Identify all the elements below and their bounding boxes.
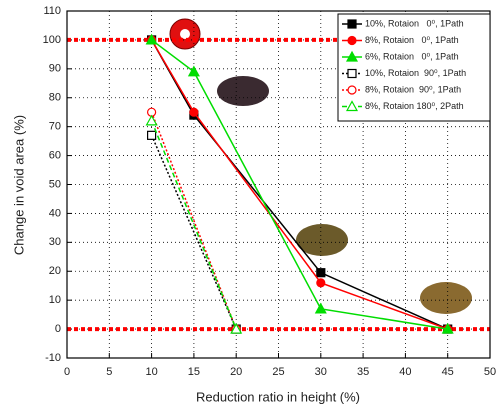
- x-tick-label: 25: [272, 366, 284, 378]
- x-axis-label: Reduction ratio in height (%): [196, 389, 360, 404]
- legend-marker: [348, 70, 356, 78]
- data-point: [148, 131, 156, 139]
- y-tick-label: 70: [49, 121, 61, 133]
- data-point: [189, 67, 199, 76]
- x-tick-label: 30: [315, 366, 327, 378]
- legend-label: 8%, Rotaion 0⁰, 1Path: [365, 35, 459, 45]
- y-tick-label: 80: [49, 92, 61, 104]
- y-tick-label: 100: [43, 34, 61, 46]
- legend-marker: [348, 20, 356, 28]
- x-tick-label: 15: [188, 366, 200, 378]
- legend-label: 10%, Rotaion 0⁰, 1Path: [365, 18, 464, 28]
- x-tick-label: 40: [399, 366, 411, 378]
- x-tick-label: 10: [145, 366, 157, 378]
- legend-label: 8%, Rotaion 90⁰, 1Path: [365, 84, 461, 94]
- series-line: [152, 112, 237, 329]
- data-point: [317, 269, 325, 277]
- y-tick-label: 90: [49, 63, 61, 75]
- photo-3: [420, 282, 472, 314]
- legend-marker: [348, 86, 356, 94]
- legend-marker: [348, 37, 356, 45]
- x-tick-label: 35: [357, 366, 369, 378]
- data-point: [317, 279, 325, 287]
- y-axis-label: Change in void area (%): [11, 115, 26, 255]
- data-point: [190, 108, 198, 116]
- legend-label: 10%, Rotaion 90⁰, 1Path: [365, 68, 466, 78]
- y-tick-label: 20: [49, 265, 61, 277]
- x-tick-label: 5: [106, 366, 112, 378]
- y-tick-label: 0: [55, 323, 61, 335]
- y-tick-label: 40: [49, 207, 61, 219]
- chart: Reduction ratio in height (%) Change in …: [0, 0, 501, 413]
- x-tick-label: 0: [64, 366, 70, 378]
- y-tick-label: 30: [49, 236, 61, 248]
- x-tick-label: 45: [442, 366, 454, 378]
- y-tick-label: -10: [45, 352, 61, 364]
- photo-1: [217, 76, 269, 106]
- y-tick-label: 110: [43, 5, 61, 17]
- data-point: [316, 304, 326, 313]
- legend-label: 8%, Rotaion 180⁰, 2Path: [365, 101, 464, 111]
- y-tick-label: 50: [49, 178, 61, 190]
- x-tick-label: 50: [484, 366, 496, 378]
- photo-hole: [180, 29, 190, 39]
- y-tick-label: 10: [49, 294, 61, 306]
- y-tick-label: 60: [49, 149, 61, 161]
- legend-label: 6%, Rotaion 0⁰, 1Path: [365, 51, 459, 61]
- x-tick-label: 20: [230, 366, 242, 378]
